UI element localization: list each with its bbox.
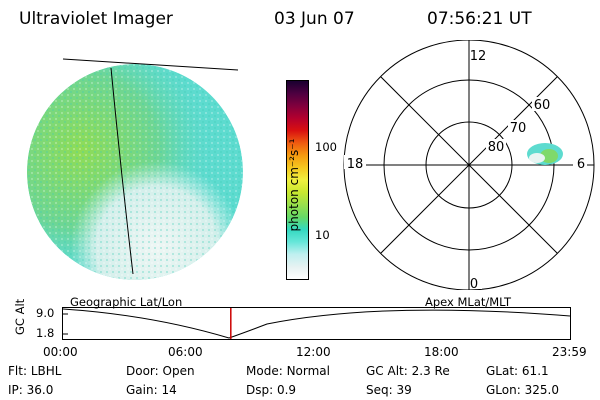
meridian-line	[110, 67, 134, 275]
timeline-x-tick-1800: 18:00	[424, 345, 459, 359]
altitude-curve	[62, 308, 571, 339]
colorbar-unit-label: photon cm⁻²s⁻¹	[287, 138, 301, 232]
date-label: 03 Jun 07	[274, 9, 355, 29]
geographic-image-panel	[27, 58, 243, 280]
polar-label-bottom: 0	[470, 277, 478, 290]
timeline-x-tick-0600: 06:00	[168, 345, 203, 359]
orbit-altitude-timeline	[62, 307, 571, 340]
polar-label-left: 18	[347, 157, 364, 172]
footer-door: Door: Open	[126, 364, 195, 378]
footer-seq: Seq: 39	[366, 383, 412, 397]
time-label: 07:56:21 UT	[427, 9, 532, 29]
color-scale-bar	[286, 80, 309, 280]
earth-disk	[27, 64, 243, 280]
app-title: Ultraviolet Imager	[19, 9, 173, 29]
timeline-x-tick-1200: 12:00	[296, 345, 331, 359]
timeline-x-tick-0000: 00:00	[43, 345, 78, 359]
footer-gain: Gain: 14	[126, 383, 177, 397]
colorbar-tick-10: 10	[315, 228, 330, 242]
timeline-x-tick-2359: 23:59	[552, 345, 587, 359]
timeline-y-tick-max: 9.0	[36, 306, 55, 320]
polar-ring-label-80: 80	[488, 140, 505, 155]
footer-glon: GLon: 325.0	[486, 383, 559, 397]
colorbar-tick-100: 100	[315, 140, 337, 154]
polar-ring-label-60: 60	[534, 98, 551, 113]
limb-line	[62, 58, 239, 71]
polar-diagonal-2	[380, 76, 558, 254]
footer-dsp: Dsp: 0.9	[246, 383, 297, 397]
timeline-y-axis-label: GC Alt	[13, 298, 27, 335]
footer-mode: Mode: Normal	[246, 364, 330, 378]
timeline-y-tick-min: 1.8	[36, 326, 55, 340]
footer-ip: IP: 36.0	[8, 383, 54, 397]
polar-label-top: 12	[470, 49, 487, 64]
timeline-right-caption: Apex MLat/MLT	[425, 295, 512, 309]
footer-flt: Flt: LBHL	[8, 364, 62, 378]
polar-ring-label-70: 70	[510, 121, 527, 136]
footer-glat: GLat: 61.1	[486, 364, 549, 378]
footer-gc-alt: GC Alt: 2.3 Re	[366, 364, 450, 378]
polar-mlat-mlt-plot: 12 0 18 6 80 70 60	[343, 40, 595, 290]
auroral-patch	[527, 143, 563, 165]
timeline-left-caption: Geographic Lat/Lon	[70, 295, 183, 309]
polar-label-right: 6	[577, 157, 585, 172]
